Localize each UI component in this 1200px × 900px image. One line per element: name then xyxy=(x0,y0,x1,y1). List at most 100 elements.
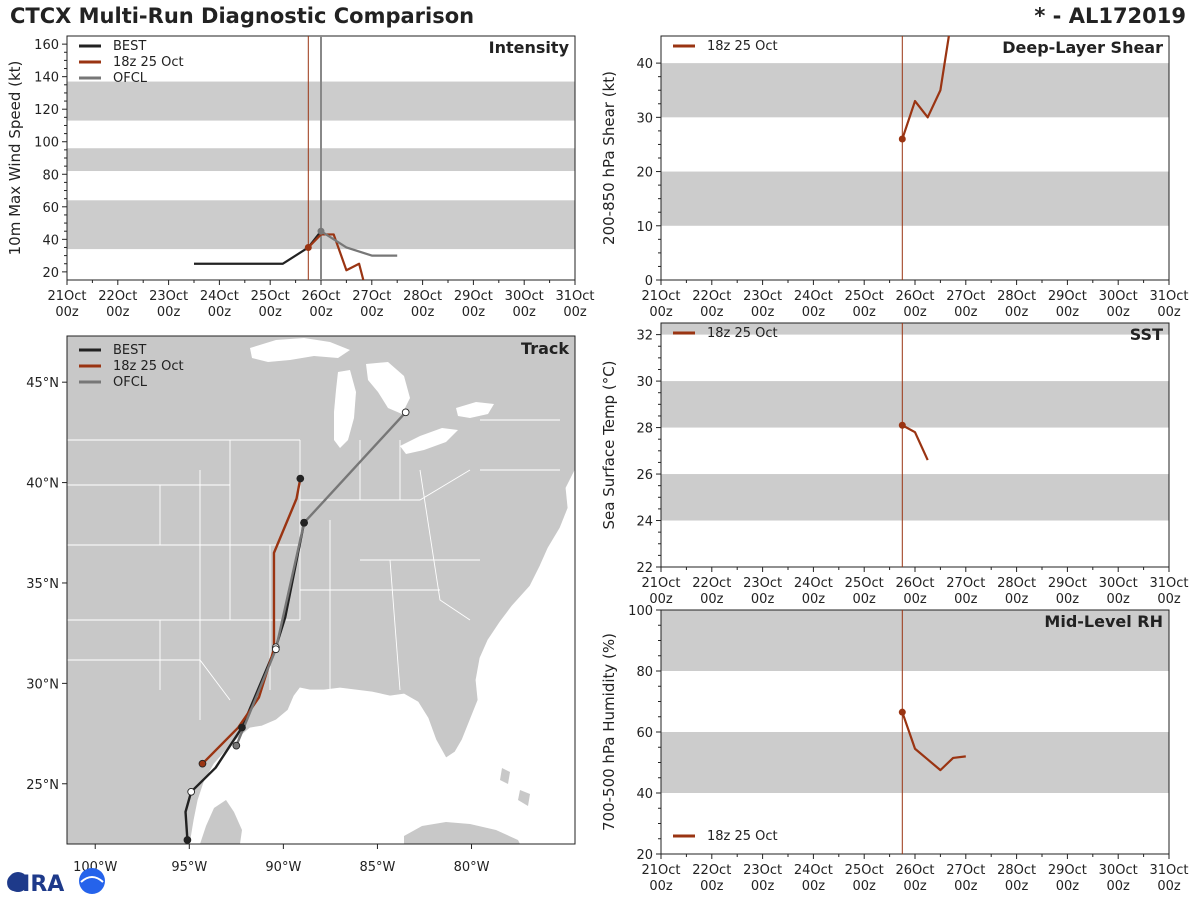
shear-xtick-label2-3: 00z xyxy=(802,305,826,320)
rh-ytick-label-4: 100 xyxy=(628,604,653,619)
track-ytick-label-4: 45°N xyxy=(26,376,59,391)
intensity-xtick-label2-10: 00z xyxy=(563,305,587,320)
rh-band-0 xyxy=(661,732,1169,793)
sst-ytick-label-2: 26 xyxy=(636,468,653,483)
rh-band-1 xyxy=(661,610,1169,671)
shear-xtick-label-8: 29Oct xyxy=(1048,289,1087,304)
shear-xtick-label-2: 23Oct xyxy=(743,289,782,304)
track-xtick-label-4: 80°W xyxy=(454,860,490,875)
shear-ylabel: 200-850 hPa Shear (kt) xyxy=(600,71,618,245)
sst-band-0 xyxy=(661,474,1169,521)
sst-xtick-label-7: 28Oct xyxy=(997,576,1036,591)
intensity-xtick-label2-1: 00z xyxy=(106,305,130,320)
intensity-legend-label-2: OFCL xyxy=(113,71,148,86)
shear-xtick-label-6: 27Oct xyxy=(946,289,985,304)
track-marker-2-0 xyxy=(232,741,241,750)
sst-ytick-label-3: 28 xyxy=(636,422,653,437)
rh-ytick-label-2: 60 xyxy=(636,726,653,741)
rh-xtick-label-7: 28Oct xyxy=(997,863,1036,878)
track-legend-label-2: OFCL xyxy=(113,375,148,390)
intensity-panel-title: Intensity xyxy=(489,38,570,57)
sst-xtick-label2-0: 00z xyxy=(649,592,673,607)
track-xtick-label-1: 95°W xyxy=(171,860,207,875)
shear-xtick-label2-8: 00z xyxy=(1056,305,1080,320)
intensity-legend-label-0: BEST xyxy=(113,39,146,54)
rh-series-marker-0 xyxy=(898,708,906,716)
intensity-ytick-label-3: 80 xyxy=(42,168,59,183)
shear-xtick-label-4: 25Oct xyxy=(845,289,884,304)
sst-xtick-label2-4: 00z xyxy=(853,592,877,607)
track-ytick-label-1: 30°N xyxy=(26,677,59,692)
shear-xtick-label2-0: 00z xyxy=(649,305,673,320)
shear-xtick-label-5: 26Oct xyxy=(895,289,934,304)
intensity-xtick-label-1: 22Oct xyxy=(98,289,137,304)
rh-xtick-label2-4: 00z xyxy=(853,879,877,894)
sst-xtick-label-10: 31Oct xyxy=(1149,576,1188,591)
track-legend-label-1: 18z 25 Oct xyxy=(113,359,184,374)
intensity-xtick-label2-7: 00z xyxy=(411,305,435,320)
shear-band-0 xyxy=(661,171,1169,226)
rh-ytick-label-1: 40 xyxy=(636,787,653,802)
shear-series-18z-25-oct xyxy=(901,36,950,140)
intensity-legend-label-1: 18z 25 Oct xyxy=(113,55,184,70)
rh-xtick-label2-2: 00z xyxy=(751,879,775,894)
track-marker-2-1 xyxy=(271,645,280,654)
shear-xtick-label2-7: 00z xyxy=(1005,305,1029,320)
intensity-xtick-label2-6: 00z xyxy=(360,305,384,320)
intensity-xtick-label2-9: 00z xyxy=(513,305,537,320)
map-lake-huron xyxy=(366,362,410,414)
rh-panel-title: Mid-Level RH xyxy=(1044,612,1163,631)
track-panel: 100°W 95°W 90°W 85°W 80°W25°N30°N35°N40°N45°… xyxy=(26,339,569,875)
rh-ytick-label-3: 80 xyxy=(636,665,653,680)
rh-xtick-label-10: 31Oct xyxy=(1149,863,1188,878)
cira-logo: CIRA xyxy=(6,868,105,897)
intensity-series-18z-25-oct xyxy=(307,233,365,280)
sst-xtick-label-1: 22Oct xyxy=(692,576,731,591)
sst-ytick-label-5: 32 xyxy=(636,329,653,344)
shear-xtick-label2-6: 00z xyxy=(954,305,978,320)
shear-panel: 21Oct00z22Oct00z23Oct00z24Oct00z25Oct00z… xyxy=(600,35,1189,320)
sst-xtick-label-6: 27Oct xyxy=(946,576,985,591)
rh-xtick-label2-8: 00z xyxy=(1056,879,1080,894)
sst-xtick-label2-3: 00z xyxy=(802,592,826,607)
sst-xtick-label2-6: 00z xyxy=(954,592,978,607)
intensity-xtick-label2-0: 00z xyxy=(55,305,79,320)
sst-band-1 xyxy=(661,381,1169,428)
track-marker-0-0 xyxy=(183,836,192,844)
map-lake-michigan xyxy=(334,370,356,448)
figure-title: CTCX Multi-Run Diagnostic Comparison xyxy=(10,4,475,28)
intensity-xtick-label2-4: 00z xyxy=(259,305,283,320)
map-lake-superior xyxy=(250,338,350,362)
map-lake-ontario xyxy=(456,402,494,418)
map-land-bahamas xyxy=(500,768,530,806)
intensity-ytick-label-4: 100 xyxy=(34,136,59,151)
sst-xtick-label-3: 24Oct xyxy=(794,576,833,591)
intensity-ytick-label-2: 60 xyxy=(42,201,59,216)
sst-ylabel: Sea Surface Temp (°C) xyxy=(600,360,618,529)
intensity-series-best xyxy=(194,230,322,265)
shear-xtick-label2-2: 00z xyxy=(751,305,775,320)
rh-xtick-label-6: 27Oct xyxy=(946,863,985,878)
rh-xtick-label2-0: 00z xyxy=(649,879,673,894)
track-xtick-label-2: 90°W xyxy=(265,860,301,875)
intensity-series-marker-2 xyxy=(317,227,325,235)
intensity-ytick-label-7: 160 xyxy=(34,38,59,53)
intensity-xtick-label2-5: 00z xyxy=(309,305,333,320)
sst-series-group xyxy=(898,421,929,461)
sst-ytick-label-1: 24 xyxy=(636,515,653,530)
sst-xtick-label-2: 23Oct xyxy=(743,576,782,591)
sst-band-2 xyxy=(661,323,1169,335)
shear-xtick-label2-4: 00z xyxy=(853,305,877,320)
sst-series-18z-25-oct xyxy=(901,424,929,461)
track-ytick-label-0: 25°N xyxy=(26,778,59,793)
sst-xtick-label2-9: 00z xyxy=(1107,592,1131,607)
track-series-group xyxy=(183,408,410,844)
rh-xtick-label-3: 24Oct xyxy=(794,863,833,878)
shear-legend-label-0: 18z 25 Oct xyxy=(707,39,778,54)
intensity-xtick-label-4: 25Oct xyxy=(251,289,290,304)
track-series-best xyxy=(184,522,306,841)
track-marker-2-3 xyxy=(401,408,410,417)
shear-xtick-label-10: 31Oct xyxy=(1149,289,1188,304)
rh-xtick-label-4: 25Oct xyxy=(845,863,884,878)
